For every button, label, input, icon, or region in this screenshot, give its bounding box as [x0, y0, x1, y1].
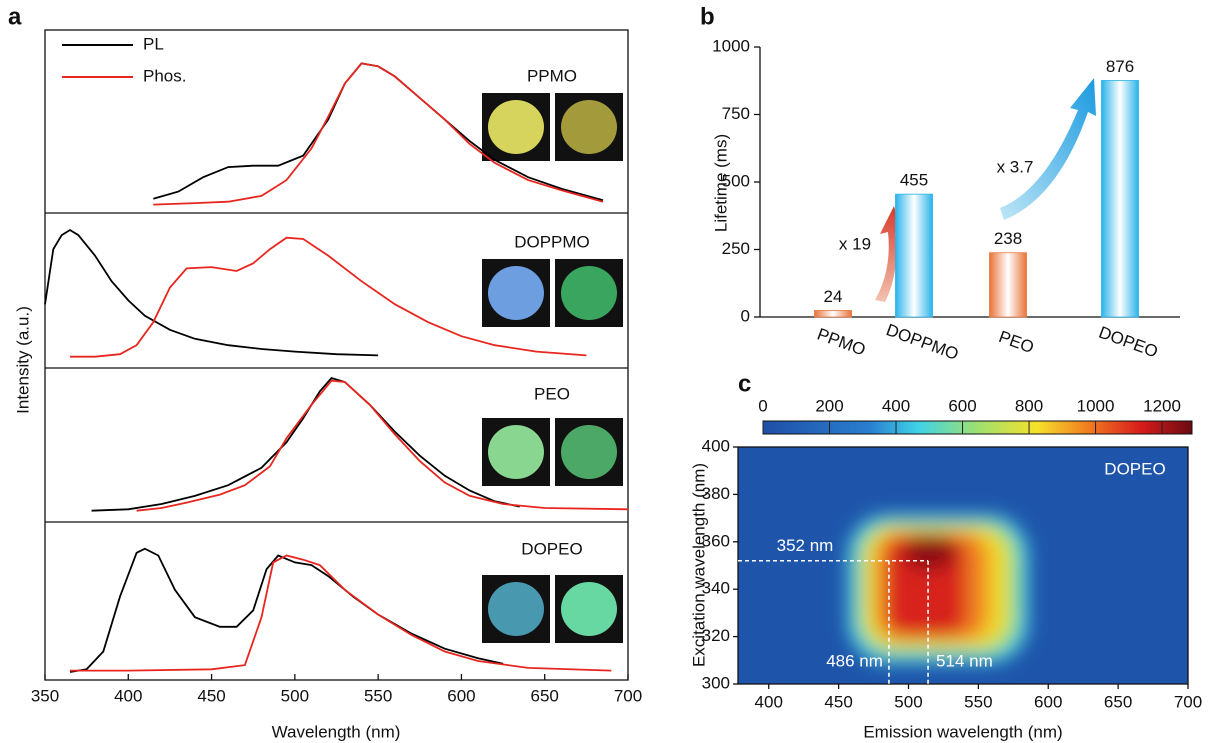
x-tick-label: 650	[1104, 692, 1132, 711]
x-tick-label: 350	[31, 686, 59, 705]
x-tick-label: 500	[281, 686, 309, 705]
x-tick-label: DOPPMO	[884, 320, 962, 364]
spectrum-line	[44, 228, 379, 357]
y-tick-label: 250	[722, 239, 750, 258]
y-axis-label: Intensity (a.u.)	[13, 306, 32, 414]
heatmap-title: DOPEO	[1104, 459, 1165, 478]
value-label: 24	[824, 287, 843, 306]
x-tick-label: 400	[114, 686, 142, 705]
y-tick-label: 750	[722, 104, 750, 123]
x-tick-label: 450	[197, 686, 225, 705]
panel-a: 350 400 450 500 550 600 650 700 PPMO DOPPMO PEO DOP…	[31, 34, 642, 705]
x-tick-label: 700	[614, 686, 642, 705]
x-axis-label: Emission wavelength (nm)	[863, 722, 1062, 741]
x-tick-label: 450	[824, 692, 852, 711]
spectrum-line	[69, 547, 504, 673]
x-tick-label: 550	[964, 692, 992, 711]
colorbar-tick-label: 0	[758, 396, 767, 415]
bar	[814, 310, 852, 318]
colorbar-tick-label: 400	[882, 396, 910, 415]
legend-label: PL	[143, 34, 164, 53]
x-tick-label: 650	[531, 686, 559, 705]
sample-glow	[488, 425, 544, 479]
y-tick-label: 360	[702, 531, 730, 550]
spectrum-line	[136, 379, 629, 512]
x-tick-label: 550	[364, 686, 392, 705]
panel-name: DOPEO	[521, 539, 582, 558]
x-tick-label: DOPEO	[1096, 323, 1160, 362]
colorbar-tick-label: 600	[948, 396, 976, 415]
spectrum-line	[70, 236, 587, 358]
y-tick-label: 500	[722, 171, 750, 190]
x-axis-label: Wavelength (nm)	[272, 722, 401, 741]
y-tick-label: 300	[702, 673, 730, 692]
x-tick-label: PEO	[996, 327, 1036, 357]
marker-label: 352 nm	[777, 536, 834, 555]
sample-glow	[488, 582, 544, 636]
arrow	[1000, 78, 1096, 220]
panel-label: b	[700, 3, 715, 30]
panel-name: DOPPMO	[514, 232, 590, 251]
annotation: x 3.7	[997, 157, 1034, 176]
panel-c: 400 450 500 550 600 650 700 300 320 340 360 380 400 0…	[702, 396, 1203, 711]
heatmap-field	[848, 515, 1028, 663]
heatmap-peak	[904, 534, 956, 570]
x-tick-label: 600	[447, 686, 475, 705]
value-label: 238	[994, 229, 1022, 248]
sample-glow	[561, 582, 617, 636]
x-tick-label: 500	[894, 692, 922, 711]
y-tick-label: 320	[702, 626, 730, 645]
x-tick-label: PPMO	[815, 325, 869, 360]
panel-label: a	[8, 3, 22, 30]
y-tick-label: 340	[702, 579, 730, 598]
y-axis-label: Excitation wavelength (nm)	[689, 463, 708, 667]
sample-glow	[561, 266, 617, 320]
y-axis-label: Lifetime (ms)	[711, 134, 730, 232]
y-tick-label: 400	[702, 436, 730, 455]
panel-name: PPMO	[527, 66, 577, 85]
bar	[895, 193, 933, 318]
x-tick-label: 400	[755, 692, 783, 711]
spectrum-line	[91, 376, 520, 512]
legend-label: Phos.	[143, 66, 186, 85]
colorbar	[762, 420, 1193, 435]
x-tick-label: 700	[1174, 692, 1202, 711]
panel-name: PEO	[534, 384, 570, 403]
spectrum-line	[153, 62, 604, 206]
y-tick-label: 380	[702, 484, 730, 503]
x-tick-label: 600	[1034, 692, 1062, 711]
sample-glow	[488, 100, 544, 154]
spectrum-line	[70, 554, 612, 672]
panel-label: c	[738, 370, 751, 397]
plot-frame	[737, 446, 1189, 685]
colorbar-tick-label: 1000	[1077, 396, 1115, 415]
sample-glow	[561, 425, 617, 479]
bar	[1101, 80, 1139, 318]
sample-glow	[488, 266, 544, 320]
colorbar-tick-label: 800	[1015, 396, 1043, 415]
colorbar-tick-label: 1200	[1143, 396, 1181, 415]
value-label: 876	[1106, 57, 1134, 76]
y-tick-label: 0	[741, 306, 750, 325]
bar	[989, 252, 1027, 318]
marker-label: 486 nm	[826, 651, 883, 670]
value-label: 455	[900, 171, 928, 190]
annotation: x 19	[839, 234, 871, 253]
y-tick-label: 1000	[712, 36, 750, 55]
marker-label: 514 nm	[936, 651, 993, 670]
plot-frame	[44, 29, 629, 681]
sample-glow	[561, 100, 617, 154]
colorbar-tick-label: 200	[815, 396, 843, 415]
